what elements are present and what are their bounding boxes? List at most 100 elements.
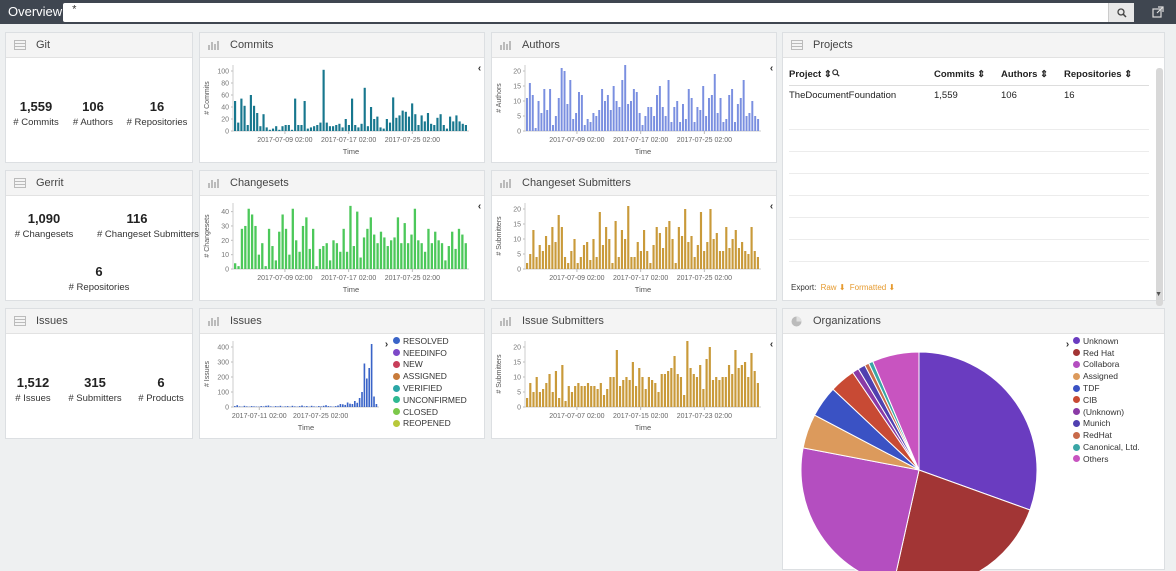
bar <box>529 83 531 131</box>
bar <box>635 386 637 407</box>
bar <box>440 114 442 131</box>
column-header-label: Authors <box>1001 69 1037 80</box>
legend-swatch <box>393 396 400 403</box>
bar <box>639 113 641 131</box>
table-icon <box>791 40 805 51</box>
export-raw-link[interactable]: Raw ⬇ <box>821 283 846 292</box>
bar <box>589 260 591 269</box>
legend-swatch <box>1073 455 1080 462</box>
column-header-project[interactable]: Project ⇕ <box>789 65 934 85</box>
bar <box>357 127 359 131</box>
bar <box>543 89 545 131</box>
panel-title: Commits <box>230 39 273 51</box>
chevron-left-icon[interactable]: ‹ <box>474 201 485 212</box>
bar <box>367 126 369 131</box>
y-tick-label: 80 <box>221 81 229 88</box>
external-link-icon[interactable] <box>1152 6 1164 18</box>
column-header-repositories[interactable]: Repositories ⇕ <box>1064 65 1149 85</box>
legend-item[interactable]: VERIFIED <box>393 382 467 394</box>
bar <box>613 86 615 131</box>
bar <box>536 377 538 407</box>
bar <box>596 257 598 269</box>
chevron-right-icon[interactable]: › <box>381 339 392 350</box>
legend-label: REOPENED <box>403 418 451 428</box>
bar <box>410 235 412 269</box>
bar <box>581 95 583 131</box>
bar <box>743 80 745 131</box>
chevron-left-icon[interactable]: ‹ <box>766 201 777 212</box>
scroll-down-icon[interactable]: ▼ <box>1155 291 1162 298</box>
bar <box>702 86 704 131</box>
bar <box>318 406 320 407</box>
bar <box>271 246 273 269</box>
y-tick-label: 0 <box>517 405 521 412</box>
bar <box>335 125 337 131</box>
legend-item[interactable]: NEW <box>393 359 467 371</box>
legend-item[interactable]: Collabora <box>1073 359 1140 371</box>
bar <box>597 389 599 407</box>
legend-item[interactable]: ASSIGNED <box>393 370 467 382</box>
bar <box>400 243 402 269</box>
bar <box>630 257 632 269</box>
bar <box>624 239 626 269</box>
cell-project[interactable]: TheDocumentFoundation <box>789 85 934 106</box>
bar <box>608 239 610 269</box>
chevron-right-icon[interactable]: › <box>1062 339 1073 350</box>
chevron-left-icon[interactable]: ‹ <box>766 339 777 350</box>
legend-swatch <box>393 385 400 392</box>
bar <box>684 209 686 269</box>
search-icon[interactable] <box>832 69 840 77</box>
bar <box>587 119 589 131</box>
cell-repositories: 16 <box>1064 85 1149 106</box>
legend-item[interactable]: Red Hat <box>1073 347 1140 359</box>
chevron-left-icon[interactable]: ‹ <box>474 63 485 74</box>
bar <box>243 106 245 131</box>
legend-item[interactable]: Canonical, Ltd. <box>1073 441 1140 453</box>
legend-item[interactable]: Assigned <box>1073 370 1140 382</box>
search-input[interactable]: * <box>63 3 1134 22</box>
bar <box>600 383 602 407</box>
legend-item[interactable]: CLOSED <box>393 406 467 418</box>
column-header-authors[interactable]: Authors ⇕ <box>1001 65 1064 85</box>
legend-item[interactable]: Unknown <box>1073 335 1140 347</box>
bar <box>638 368 640 407</box>
bar <box>433 125 435 131</box>
table-row[interactable]: TheDocumentFoundation 1,559 106 16 <box>789 85 1149 106</box>
bar <box>719 251 721 269</box>
bar <box>309 249 311 269</box>
legend-item[interactable]: (Unknown) <box>1073 406 1140 418</box>
bar <box>427 229 429 269</box>
legend-label: ASSIGNED <box>403 371 447 381</box>
legend-item[interactable]: TDF <box>1073 382 1140 394</box>
legend-item[interactable]: RESOLVED <box>393 335 467 347</box>
legend-item[interactable]: UNCONFIRMED <box>393 394 467 406</box>
scrollbar[interactable] <box>1156 68 1163 306</box>
legend-item[interactable]: RedHat <box>1073 429 1140 441</box>
bar <box>657 392 659 407</box>
bar <box>359 398 361 407</box>
bar <box>437 240 439 269</box>
bar <box>725 119 727 131</box>
bar <box>383 237 385 269</box>
bar <box>248 209 250 269</box>
legend-item[interactable]: REOPENED <box>393 418 467 430</box>
bar <box>269 130 271 131</box>
search-button[interactable] <box>1108 3 1134 22</box>
bar <box>646 251 648 269</box>
legend-item[interactable]: NEEDINFO <box>393 347 467 359</box>
column-header-commits[interactable]: Commits ⇕ <box>934 65 1001 85</box>
bar <box>285 125 287 131</box>
chevron-left-icon[interactable]: ‹ <box>766 63 777 74</box>
bar <box>370 217 372 269</box>
legend-item[interactable]: CIB <box>1073 394 1140 406</box>
legend-swatch <box>1073 420 1080 427</box>
legend-item[interactable]: Others <box>1073 453 1140 465</box>
export-formatted-label: Formatted <box>850 283 886 292</box>
bar <box>398 115 400 131</box>
legend-item[interactable]: Munich <box>1073 418 1140 430</box>
bar <box>697 245 699 269</box>
export-formatted-link[interactable]: Formatted ⬇ <box>850 283 895 292</box>
bar <box>356 403 358 407</box>
legend-label: CIB <box>1083 395 1097 405</box>
